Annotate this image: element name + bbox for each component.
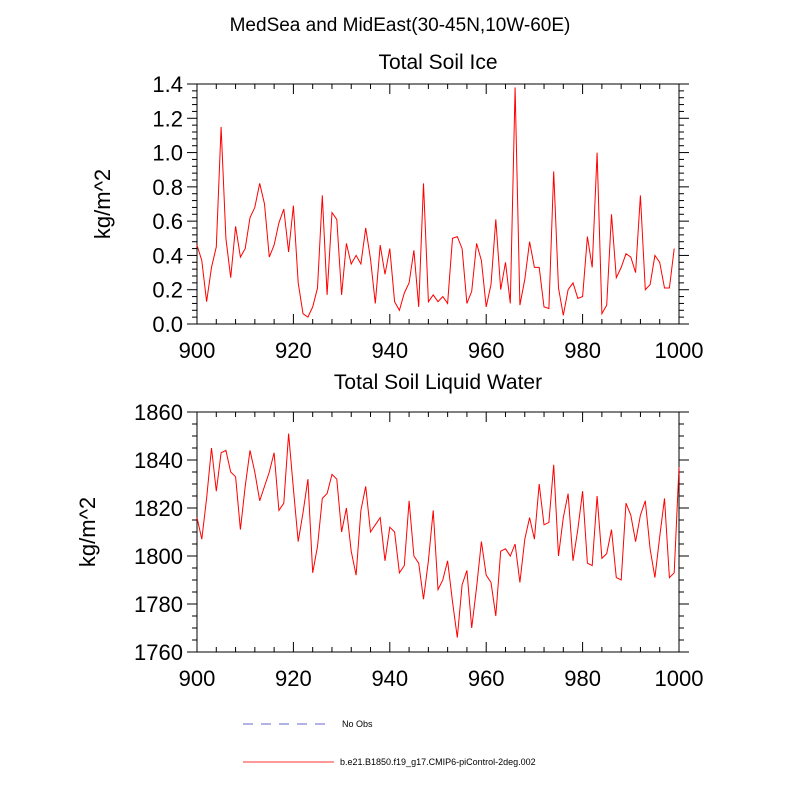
chart-title: Total Soil Ice — [378, 51, 497, 74]
y-tick-label: 1840 — [134, 448, 183, 473]
y-tick-label: 1.0 — [152, 141, 183, 166]
x-tick-label: 920 — [275, 666, 312, 691]
y-tick-label: 0.4 — [152, 243, 183, 268]
legend-label-no-obs: No Obs — [342, 719, 373, 729]
x-tick-label: 900 — [179, 338, 216, 363]
y-tick-label: 1.2 — [152, 106, 183, 131]
y-tick-label: 1.4 — [152, 72, 183, 97]
plot-frame — [196, 411, 680, 653]
x-tick-label: 980 — [564, 666, 601, 691]
x-tick-label: 900 — [179, 666, 216, 691]
panel-soil-ice: Total Soil Ice kg/m^2 900 920 940 960 980 100… — [90, 51, 703, 363]
y-axis-label: kg/m^2 — [90, 169, 115, 239]
x-tick-label: 960 — [468, 666, 505, 691]
y-tick-label: 1820 — [134, 496, 183, 521]
x-tick-label: 940 — [371, 666, 408, 691]
chart-title: Total Soil Liquid Water — [334, 371, 542, 394]
y-tick-label: 0.6 — [152, 209, 183, 234]
x-tick-label: 1000 — [655, 666, 704, 691]
legend-label-model: b.e21.B1850.f19_g17.CMIP6-piControl-2deg… — [340, 757, 536, 767]
y-tick-label: 1760 — [134, 640, 183, 665]
y-axis-label: kg/m^2 — [75, 497, 100, 567]
y-tick-label: 1780 — [134, 592, 183, 617]
x-tick-label: 1000 — [655, 338, 704, 363]
y-tick-label: 1800 — [134, 544, 183, 569]
y-tick-label: 0.8 — [152, 175, 183, 200]
plot-frame — [196, 83, 680, 325]
panel-soil-liquid-water: Total Soil Liquid Water kg/m^2 900 920 940… — [75, 371, 703, 691]
y-tick-label: 0.0 — [152, 312, 183, 337]
figure-title: MedSea and MidEast(30-45N,10W-60E) — [230, 15, 571, 36]
axes-group: 900 920 940 960 980 1000 0.0 0.2 0.4 0.6 0.8 1.0 1.2… — [152, 72, 703, 363]
series-line — [196, 87, 675, 318]
y-tick-label: 0.2 — [152, 278, 183, 303]
x-tick-label: 980 — [564, 338, 601, 363]
axes-group: 900 920 940 960 980 1000 1760 1780 1800 1820 1840 1… — [134, 400, 703, 691]
x-tick-label: 940 — [371, 338, 408, 363]
x-tick-label: 960 — [468, 338, 505, 363]
x-tick-label: 920 — [275, 338, 312, 363]
legend: No Obs b.e21.B1850.f19_g17.CMIP6-piContr… — [243, 719, 536, 767]
series-line — [196, 433, 680, 638]
y-tick-label: 1860 — [134, 400, 183, 425]
